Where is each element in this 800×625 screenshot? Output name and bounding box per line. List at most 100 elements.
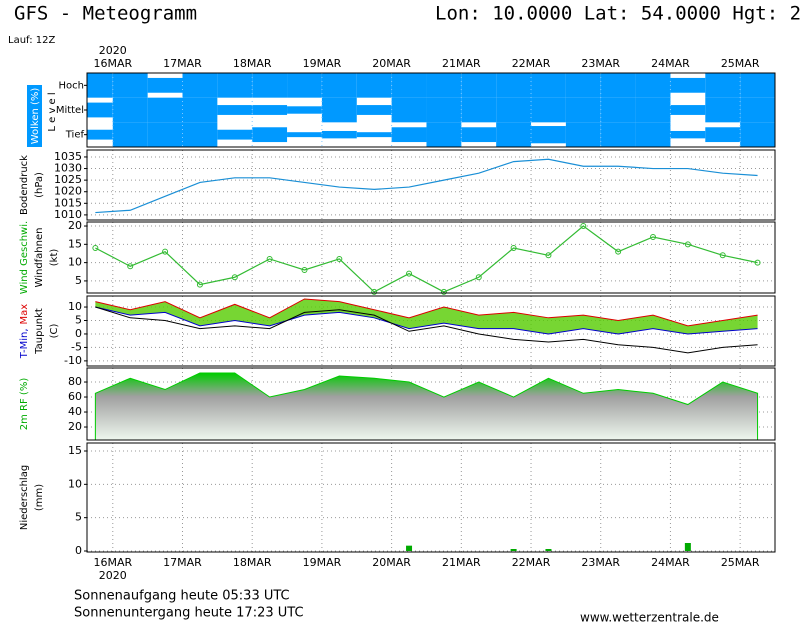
cloud-cell	[112, 97, 148, 123]
marker	[754, 259, 761, 266]
cloud-cell	[705, 97, 741, 123]
cloud-cell	[182, 73, 218, 98]
x-tick-label: 25MAR	[721, 57, 760, 70]
y-tick-label: 5	[75, 511, 82, 524]
y-tick-label: 80	[68, 375, 82, 388]
cloud-cell	[321, 73, 357, 98]
marker	[371, 288, 378, 295]
ylabel: 2m RF (%)	[19, 378, 30, 431]
marker	[650, 234, 657, 241]
cloud-level-label: Hoch	[59, 80, 84, 91]
marker	[510, 244, 517, 251]
panel-frame	[86, 72, 776, 148]
y-tick-label: 10	[68, 477, 82, 490]
ylabel: T-Min, Max	[19, 304, 30, 359]
cloud-cell	[531, 126, 566, 144]
cloud-cell	[87, 73, 113, 98]
cloud-cell	[287, 73, 322, 98]
y-tick-label: 1015	[54, 196, 82, 209]
ylabel-part: (kt)	[49, 249, 60, 267]
cloud-cell	[740, 73, 775, 98]
ylabel-part: Windfahnen	[34, 228, 45, 288]
y-tick-label: 15	[68, 444, 82, 457]
cloud-cell	[252, 73, 288, 98]
cloud-cell	[705, 73, 741, 98]
cloud-cell	[182, 97, 218, 123]
x-tick-label: 20MAR	[372, 57, 411, 70]
cloud-cell	[740, 122, 775, 147]
marker	[266, 255, 273, 262]
x-tick-label: 17MAR	[163, 556, 202, 569]
title: GFS - Meteogramm	[14, 3, 197, 25]
cloud-cell	[600, 97, 636, 123]
y-tick-label: 15	[68, 237, 82, 250]
y-tick-label: 1010	[54, 208, 82, 221]
marker	[719, 252, 726, 259]
y-tick-label: 0	[75, 327, 82, 340]
cloud-cell	[391, 97, 427, 123]
line	[95, 306, 758, 335]
cloud-cell	[600, 122, 636, 147]
ylabel-part: (mm)	[34, 484, 45, 511]
cloud-cell	[287, 106, 322, 114]
ylabel: (kt)	[49, 249, 60, 267]
y-tick-label: 10	[68, 256, 82, 269]
marker	[615, 248, 622, 255]
ylabel: Bodendruck	[19, 155, 30, 215]
cloud-cell	[217, 105, 253, 115]
y-tick-label: 20	[68, 420, 82, 433]
location: Lon: 10.0000 Lat: 54.0000 Hgt: 2	[435, 3, 800, 25]
cloud-cell	[87, 102, 113, 118]
x-tick-label: 16MAR	[93, 556, 132, 569]
cloud-cell	[670, 130, 706, 139]
cloud-cell	[112, 122, 148, 147]
x-tick-label: 18MAR	[233, 556, 272, 569]
panel-frame	[86, 149, 776, 221]
cloud-cell	[391, 73, 427, 98]
marker	[440, 288, 447, 295]
x-tick-label: 21MAR	[442, 556, 481, 569]
marker	[231, 274, 238, 281]
x-tick-label: 19MAR	[303, 556, 342, 569]
marker	[684, 241, 691, 248]
ylabel: Wind Geschwi.	[19, 221, 30, 294]
cloud-level-label: Tief	[65, 130, 85, 141]
run: Lauf: 12Z	[8, 35, 55, 46]
line	[95, 306, 758, 354]
cloud-cell	[635, 122, 671, 147]
cloud-cell	[287, 132, 322, 138]
cloud-cell	[217, 129, 253, 140]
ylabel-box	[27, 85, 42, 147]
cloud-cell	[147, 97, 183, 123]
marker	[127, 263, 134, 270]
cloud-cell	[670, 105, 706, 115]
y-tick-label: 1020	[54, 185, 82, 198]
cloud-cell	[147, 77, 183, 93]
cloud-cell	[531, 97, 566, 123]
panel-frame	[86, 442, 776, 553]
x-tick-label: 17MAR	[163, 57, 202, 70]
y-tick-label: 5	[75, 314, 82, 327]
cloud-cell	[565, 97, 601, 123]
cloud-cell	[670, 77, 706, 93]
x-tick-label: 24MAR	[651, 57, 690, 70]
cloud-cell	[496, 97, 532, 123]
cloud-cell	[426, 97, 462, 123]
ylabel: (hPa)	[34, 172, 45, 198]
cloud-cell	[252, 105, 288, 115]
marker	[196, 281, 203, 288]
x-tick-label: 23MAR	[581, 57, 620, 70]
y-tick-label: 1025	[54, 173, 82, 186]
panel-frame	[86, 221, 776, 294]
cloud-cell	[496, 73, 532, 98]
bar	[684, 543, 691, 551]
ylabel-part: Bodendruck	[19, 155, 30, 215]
line	[95, 158, 758, 214]
ylabel: Niederschlag	[19, 465, 30, 530]
cloud-cell	[112, 73, 148, 98]
y-tick-label: 5	[75, 274, 82, 287]
ylabel-part: (C)	[49, 324, 60, 339]
source: www.wetterzentrale.de	[580, 611, 719, 625]
min-max-band	[95, 298, 758, 334]
